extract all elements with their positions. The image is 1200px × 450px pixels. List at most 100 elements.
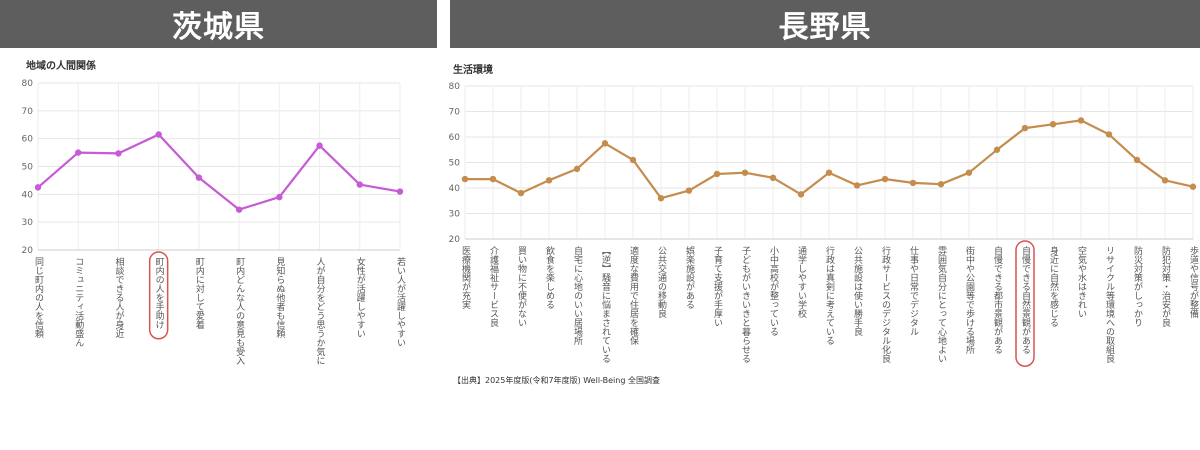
ibaraki-category-label: 町内どんな人の意見も受入: [234, 257, 245, 365]
nagano-data-point: [797, 191, 805, 198]
nagano-category-label: 介護福祉サービス良: [488, 246, 499, 328]
nagano-data-point: [1133, 156, 1141, 164]
nagano-data-point: [937, 180, 945, 188]
nagano-data-point: [965, 169, 973, 176]
nagano-category-label: 仕事や日常でデジタル: [908, 245, 919, 336]
nagano-category-label: 子どもがいきいきと暮らせる: [740, 246, 751, 363]
ibaraki-category-label: 町内の人を手助け: [154, 257, 165, 329]
nagano-category-label: 行政サービスのデジタル化良: [880, 245, 891, 364]
ibaraki-y-tick-label: 40: [22, 190, 34, 200]
nagano-y-tick-label: 40: [449, 184, 461, 194]
ibaraki-data-point: [356, 181, 363, 188]
ibaraki-data-point: [75, 149, 82, 156]
nagano-category-label: 自慢できる都市景観がある: [992, 245, 1003, 354]
ibaraki-series-line: [37, 133, 401, 211]
header-ibaraki-label: 茨城県: [172, 10, 265, 45]
ibaraki-category-label: 見知らぬ他者も信頼: [274, 257, 285, 339]
ibaraki-category-label: 相談できる人が身近: [113, 256, 124, 338]
nagano-category-label: 防災対策がしっかり: [1132, 245, 1143, 327]
ibaraki-y-tick-label: 20: [22, 246, 34, 256]
nagano-category-label: 飲食を楽しめる: [544, 245, 555, 309]
nagano-category-label: 医療機関が充実: [460, 246, 471, 310]
nagano-category-label: 雰囲気自分にとって心地よい: [936, 246, 947, 363]
nagano-y-tick-label: 80: [449, 82, 461, 92]
nagano-category-label: 【逆】騒音に悩まされている: [600, 246, 611, 363]
nagano-category-label: 通学しやすい学校: [796, 246, 807, 319]
nagano-data-point: [573, 165, 581, 173]
nagano-data-point: [1021, 124, 1029, 132]
ibaraki-category-label: 町内に対して愛着: [194, 257, 205, 330]
nagano-data-point: [1077, 117, 1085, 124]
nagano-category-label: 適度な費用で住居を確保: [628, 245, 639, 346]
nagano-data-point: [1161, 177, 1169, 184]
nagano-category-label: 公共施設は使い勝手良: [852, 246, 863, 337]
ibaraki-data-point: [34, 184, 42, 191]
nagano-category-label: 街中や公園等で歩ける場所: [964, 245, 975, 355]
nagano-data-point: [461, 175, 469, 183]
nagano-y-tick-label: 20: [449, 235, 461, 245]
ibaraki-highlight-outline: [148, 251, 169, 340]
nagano-data-point: [489, 175, 497, 183]
nagano-category-label: 公共交通の移動良: [656, 246, 667, 319]
nagano-category-label: 身近に自然を感じる: [1048, 245, 1059, 327]
ibaraki-y-tick-label: 50: [22, 163, 34, 173]
nagano-category-label: 子育て支援が手厚い: [712, 246, 723, 327]
nagano-title: 生活環境: [453, 63, 493, 76]
nagano-data-point: [601, 140, 609, 147]
nagano-data-point: [657, 195, 665, 202]
ibaraki-data-point: [195, 174, 203, 181]
nagano-category-label: 行政は真剣に考えている: [824, 245, 835, 345]
nagano-y-tick-label: 30: [449, 210, 461, 220]
nagano-data-point: [825, 169, 833, 176]
ibaraki-category-label: 同じ町内の人を信頼: [33, 257, 44, 339]
ibaraki-y-tick-label: 60: [22, 135, 34, 145]
nagano-category-label: リサイクル等環境への取組良: [1104, 246, 1115, 364]
nagano-category-label: 小中高校が整っている: [768, 246, 779, 336]
ibaraki-data-point: [316, 142, 323, 149]
nagano-data-point: [1049, 121, 1057, 128]
nagano-data-point: [713, 170, 721, 178]
ibaraki-y-tick-label: 80: [22, 79, 34, 89]
nagano-category-label: 防犯対策・治安が良: [1160, 245, 1171, 328]
ibaraki-data-point: [276, 193, 283, 201]
ibaraki-category-label: 若い人が活躍しやすい: [395, 256, 406, 347]
header-ibaraki: 茨城県: [0, 0, 437, 48]
community-relations-chart: 地域の人間関係 20 30 40 50 60 70 80 同じ町内の人を信頼 コミュニティ活動盛ん…: [22, 59, 406, 365]
nagano-y-tick-label: 60: [449, 133, 461, 143]
nagano-y-tick-label: 70: [449, 108, 461, 118]
nagano-data-point: [629, 156, 637, 164]
ibaraki-category-label: 人が自分をどう思うか気に: [315, 257, 326, 365]
nagano-data-point: [769, 174, 777, 181]
nagano-category-label: 自宅に心地のいい居場所: [572, 245, 583, 346]
ibaraki-data-point: [115, 150, 122, 157]
nagano-category-label: 歩道や信号が整備: [1188, 245, 1199, 319]
nagano-data-point: [881, 175, 889, 183]
nagano-data-point: [909, 179, 917, 187]
header-nagano-label: 長野県: [778, 10, 872, 45]
nagano-category-label: 空気や水はきれい: [1076, 245, 1087, 318]
ibaraki-category-label: 女性が活躍しやすい: [355, 256, 366, 338]
nagano-data-point: [1105, 131, 1113, 138]
ibaraki-data-point: [155, 131, 162, 138]
nagano-data-point: [517, 189, 525, 197]
nagano-category-label: 自慢できる自然景観がある: [1020, 245, 1031, 354]
header-nagano: 長野県: [450, 0, 1200, 48]
nagano-data-point: [1189, 183, 1197, 190]
nagano-highlight-outline: [1015, 240, 1035, 367]
nagano-data-point: [741, 169, 749, 176]
ibaraki-data-point: [396, 188, 404, 195]
ibaraki-data-point: [235, 206, 243, 213]
nagano-data-point: [853, 182, 861, 189]
ibaraki-category-label: コミュニティ活動盛ん: [73, 257, 84, 347]
nagano-data-point: [545, 177, 553, 184]
nagano-data-point: [993, 146, 1001, 153]
source-note: 【出典】2025年度版(令和7年度版) Well-Being 全国調査: [453, 376, 660, 385]
nagano-data-point: [685, 187, 693, 194]
nagano-category-label: 娯楽施設がある: [684, 245, 695, 309]
nagano-y-tick-label: 50: [449, 159, 461, 169]
nagano-category-label: 買い物に不便がない: [516, 246, 527, 327]
ibaraki-y-tick-label: 70: [22, 107, 34, 117]
ibaraki-y-tick-label: 30: [22, 218, 34, 228]
ibaraki-title: 地域の人間関係: [26, 59, 96, 72]
